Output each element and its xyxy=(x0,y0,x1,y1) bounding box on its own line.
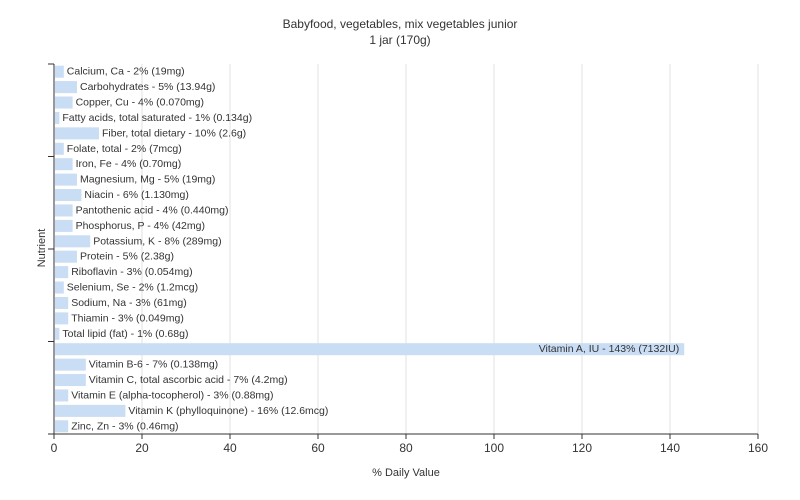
bar-label: Vitamin K (phylloquinone) - 16% (12.6mcg… xyxy=(128,405,328,417)
bar xyxy=(55,374,86,387)
bar-label: Sodium, Na - 3% (61mg) xyxy=(71,297,187,309)
x-tick-label: 40 xyxy=(223,441,237,455)
bar-label: Total lipid (fat) - 1% (0.68g) xyxy=(62,328,188,340)
axes: 0 20 40 60 80 100 120 140 160 xyxy=(48,63,768,455)
x-tick-label: 80 xyxy=(399,441,413,455)
bar xyxy=(55,266,69,279)
bar xyxy=(55,250,77,263)
bar xyxy=(55,204,73,217)
bar-label: Riboflavin - 3% (0.054mg) xyxy=(71,266,192,278)
bar xyxy=(55,327,60,340)
x-tick-label: 100 xyxy=(484,441,504,455)
bar xyxy=(55,389,69,402)
bar xyxy=(55,281,64,294)
bar-label: Thiamin - 3% (0.049mg) xyxy=(71,312,184,324)
bar xyxy=(55,358,86,371)
bar xyxy=(55,111,60,124)
bar-label: Vitamin C, total ascorbic acid - 7% (4.2… xyxy=(89,374,288,386)
bar-label: Fatty acids, total saturated - 1% (0.134… xyxy=(62,112,252,124)
bar-label: Carbohydrates - 5% (13.94g) xyxy=(80,81,215,93)
bar-label: Iron, Fe - 4% (0.70mg) xyxy=(76,158,182,170)
bar xyxy=(55,65,64,78)
bars: Calcium, Ca - 2% (19mg) Carbohydrates - 5… xyxy=(55,65,685,433)
bar-label: Selenium, Se - 2% (1.2mcg) xyxy=(67,282,198,294)
bar xyxy=(55,420,69,433)
bar xyxy=(55,343,685,356)
bar-label: Vitamin E (alpha-tocopherol) - 3% (0.88m… xyxy=(71,389,273,401)
bar xyxy=(55,173,77,186)
bar-label: Pantothenic acid - 4% (0.440mg) xyxy=(76,204,229,216)
bar xyxy=(55,235,91,248)
x-tick-label: 160 xyxy=(748,441,768,455)
bar-label: Calcium, Ca - 2% (19mg) xyxy=(67,66,185,78)
x-axis-title: % Daily Value xyxy=(372,467,440,479)
grid-lines xyxy=(141,64,759,434)
bar-label: Zinc, Zn - 3% (0.46mg) xyxy=(71,420,178,432)
bar-label: Copper, Cu - 4% (0.070mg) xyxy=(76,97,204,109)
bar xyxy=(55,96,73,109)
bar xyxy=(55,81,77,94)
bar-label: Vitamin B-6 - 7% (0.138mg) xyxy=(89,359,218,371)
bar xyxy=(55,312,69,325)
x-tick-label: 20 xyxy=(135,441,149,455)
chart-subtitle: 1 jar (170g) xyxy=(369,33,430,47)
bar xyxy=(55,189,82,202)
x-tick-label: 120 xyxy=(572,441,592,455)
bar-label: Niacin - 6% (1.130mg) xyxy=(84,189,188,201)
bar xyxy=(55,404,126,417)
bar-label: Vitamin A, IU - 143% (7132IU) xyxy=(539,343,679,355)
bar-label: Potassium, K - 8% (289mg) xyxy=(93,235,221,247)
x-tick-label: 60 xyxy=(311,441,325,455)
bar-label: Folate, total - 2% (7mcg) xyxy=(67,143,182,155)
bar-label: Fiber, total dietary - 10% (2.6g) xyxy=(102,127,246,139)
bar-label: Phosphorus, P - 4% (42mg) xyxy=(76,220,205,232)
y-axis-title: Nutrient xyxy=(36,229,48,268)
x-tick-label: 0 xyxy=(51,441,58,455)
bar-label: Protein - 5% (2.38g) xyxy=(80,251,174,263)
bar-label: Magnesium, Mg - 5% (19mg) xyxy=(80,174,215,186)
bar xyxy=(55,219,73,232)
bar xyxy=(55,296,69,309)
chart-title: Babyfood, vegetables, mix vegetables jun… xyxy=(283,17,518,31)
bar xyxy=(55,127,99,140)
x-tick-label: 140 xyxy=(660,441,680,455)
bar xyxy=(55,158,73,171)
bar xyxy=(55,142,64,155)
